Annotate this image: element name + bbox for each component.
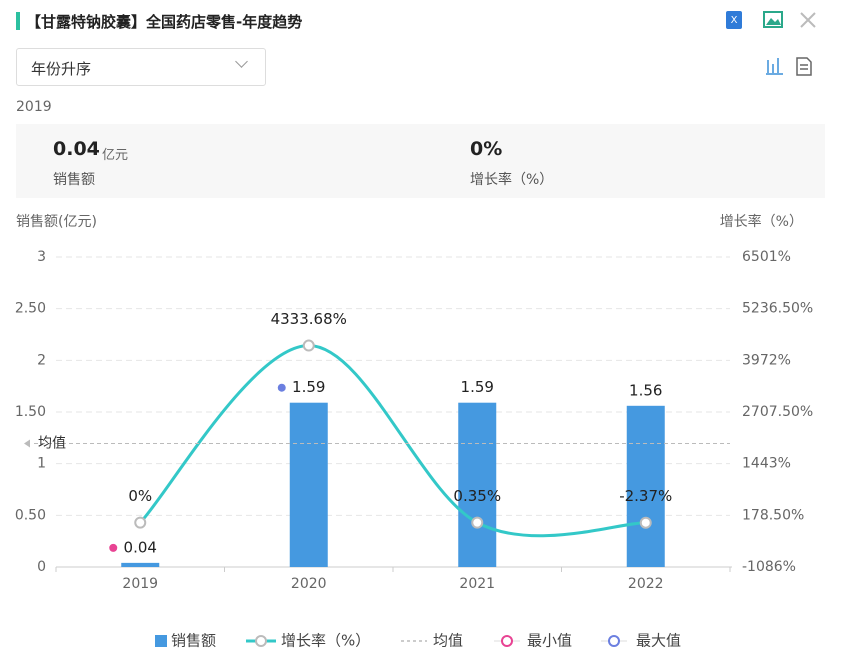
- bar: [626, 405, 665, 567]
- x-tick-label: 2019: [122, 576, 158, 592]
- line-point: [639, 516, 652, 529]
- selected-year: 2019: [16, 99, 52, 115]
- legend-line-point: [255, 635, 267, 647]
- title-bar: [16, 12, 20, 30]
- y-tick-label: 0: [37, 559, 46, 575]
- x-tick-label: 2022: [628, 576, 664, 592]
- bar-value-label: 1.59: [292, 378, 325, 396]
- mean-label: 均值: [38, 436, 66, 452]
- bar: [289, 402, 328, 567]
- stat-value: 0%: [470, 138, 503, 160]
- y-tick-label: 1: [37, 456, 46, 472]
- bar: [458, 402, 497, 567]
- line-value-label: 4333.68%: [271, 310, 347, 328]
- growth-line: [139, 344, 646, 538]
- y2-tick-label: 6501%: [742, 249, 791, 265]
- y-tick-label: 1.50: [15, 404, 46, 420]
- stat-value: 0.04: [53, 138, 100, 160]
- y2-tick-label: 2707.50%: [742, 404, 813, 420]
- bar-value-label: 1.56: [629, 381, 662, 399]
- legend-label: 销售额: [171, 632, 216, 650]
- legend-label: 最大值: [636, 632, 681, 650]
- min-marker: [109, 543, 118, 552]
- x-tick-label: 2020: [291, 576, 327, 592]
- y-tick-label: 2: [37, 352, 46, 368]
- mean-arrow: [24, 439, 30, 448]
- legend-label: 均值: [433, 632, 463, 650]
- line-value-label: -2.37%: [619, 487, 672, 505]
- legend-label: 增长率（%）: [281, 632, 370, 650]
- legend-bar-swatch: [155, 635, 167, 647]
- line-point: [471, 516, 484, 529]
- stats-panel: 0.04 亿元 销售额 0% 增长率（%）: [16, 124, 825, 198]
- y-tick-label: 2.50: [15, 301, 46, 317]
- legend-min-marker: [501, 635, 513, 647]
- y2-tick-label: 178.50%: [742, 507, 804, 523]
- y2-tick-label: 1443%: [742, 456, 791, 472]
- sort-value: 年份升序: [31, 60, 92, 78]
- stat-label: 增长率（%）: [470, 172, 554, 188]
- line-point: [134, 516, 147, 529]
- title: 【甘露特钠胶囊】全国药店零售-年度趋势: [26, 13, 303, 31]
- bar-value-label: 0.04: [124, 538, 157, 556]
- y-axis-title: 销售额(亿元): [16, 214, 97, 230]
- y2-tick-label: 3972%: [742, 352, 791, 368]
- sort-dropdown[interactable]: 年份升序: [16, 48, 266, 86]
- stat-label: 销售额: [53, 172, 95, 188]
- line-point: [302, 339, 315, 352]
- stat-unit: 亿元: [102, 148, 129, 163]
- bar: [121, 562, 160, 567]
- x-tick-label: 2021: [459, 576, 495, 592]
- y2-tick-label: 5236.50%: [742, 301, 813, 317]
- max-marker: [277, 383, 286, 392]
- y-tick-label: 0.50: [15, 507, 46, 523]
- y2-tick-label: -1086%: [742, 559, 796, 575]
- bar-value-label: 1.59: [461, 378, 494, 396]
- line-value-label: 0.35%: [453, 487, 501, 505]
- legend-label: 最小值: [527, 632, 572, 650]
- legend-max-marker: [608, 635, 620, 647]
- y-tick-label: 3: [37, 249, 46, 265]
- y2-axis-title: 增长率（%）: [720, 213, 803, 230]
- line-value-label: 0%: [128, 487, 152, 505]
